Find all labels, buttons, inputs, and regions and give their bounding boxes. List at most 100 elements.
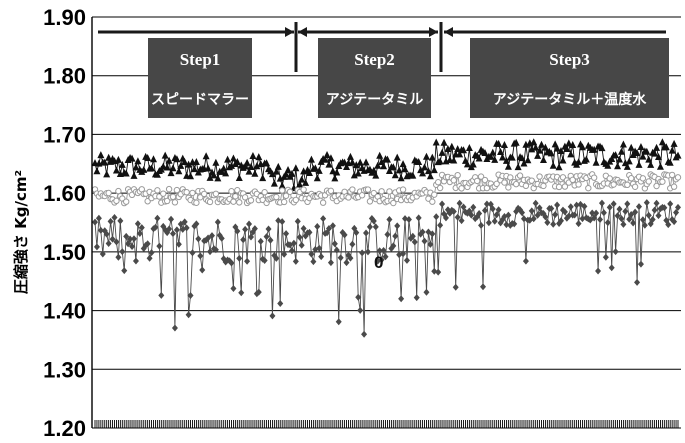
circle-point bbox=[522, 182, 530, 190]
diamond-point bbox=[626, 215, 633, 223]
diamond-point bbox=[439, 200, 446, 208]
triangle-point bbox=[243, 158, 251, 166]
circle-point bbox=[228, 188, 235, 195]
triangle-point bbox=[569, 140, 577, 148]
diamond-point bbox=[595, 267, 602, 275]
triangle-point bbox=[204, 164, 212, 172]
diamond-point bbox=[273, 254, 280, 262]
diamond-point bbox=[421, 237, 428, 245]
diamond-point bbox=[257, 237, 264, 245]
circle-point bbox=[516, 172, 524, 179]
data-series bbox=[91, 138, 682, 338]
triangle-point bbox=[210, 171, 218, 179]
y-tick-label: 1.80 bbox=[43, 64, 86, 89]
diamond-point bbox=[366, 223, 373, 231]
diamond-point bbox=[396, 251, 403, 259]
circle-point bbox=[241, 194, 249, 201]
circle-point bbox=[590, 174, 598, 181]
circle-point bbox=[481, 176, 489, 184]
circle-point bbox=[247, 197, 255, 204]
triangle-point bbox=[263, 159, 271, 167]
triangle-point bbox=[504, 162, 512, 170]
triangle-point bbox=[619, 140, 627, 148]
circle-point bbox=[113, 197, 120, 205]
triangle-point bbox=[518, 154, 526, 162]
diamond-point bbox=[308, 250, 315, 258]
triangle-point bbox=[553, 144, 561, 152]
diamond-point bbox=[343, 259, 350, 267]
diamond-point bbox=[558, 217, 565, 225]
triangle-point bbox=[161, 151, 169, 159]
diamond-point bbox=[481, 206, 488, 214]
diamond-point bbox=[620, 220, 627, 228]
triangle-point bbox=[497, 148, 505, 156]
diamond-point bbox=[419, 228, 426, 236]
diamond-point bbox=[168, 215, 175, 223]
diamond-point bbox=[415, 214, 422, 222]
diamond-point bbox=[357, 306, 364, 314]
triangle-point bbox=[224, 155, 232, 163]
triangle-point bbox=[148, 164, 156, 172]
triangle-point bbox=[655, 152, 663, 160]
circle-point bbox=[454, 171, 461, 179]
triangle-point bbox=[389, 163, 397, 171]
circle-point bbox=[575, 181, 582, 188]
triangle-point bbox=[169, 164, 177, 172]
triangle-point bbox=[487, 152, 495, 160]
diamond-point bbox=[429, 230, 436, 238]
diamond-point bbox=[614, 212, 621, 220]
diamond-point bbox=[600, 209, 607, 217]
step-boxes: Step1 スピードマラー Step2 アジテータミル Step3 アジテータミル＋温度水 bbox=[148, 38, 669, 118]
diamond-point bbox=[238, 289, 245, 297]
diamond-point bbox=[187, 291, 194, 299]
diamond-point bbox=[442, 214, 449, 222]
diamond-point bbox=[431, 267, 438, 275]
triangle-point bbox=[214, 174, 222, 182]
diamond-point bbox=[382, 253, 389, 261]
diamond-point bbox=[653, 199, 660, 207]
circle-point bbox=[327, 187, 335, 195]
triangle-point bbox=[444, 144, 452, 152]
triangle-point bbox=[270, 179, 278, 187]
circle-point bbox=[212, 190, 220, 198]
triangle-point bbox=[253, 162, 261, 170]
y-tick-label: 1.40 bbox=[43, 299, 86, 324]
triangle-point bbox=[272, 167, 280, 175]
triangle-point bbox=[376, 151, 384, 159]
diamond-point bbox=[251, 225, 258, 233]
triangle-point bbox=[144, 154, 152, 162]
triangle-point bbox=[409, 171, 417, 179]
circle-point bbox=[366, 198, 374, 205]
diamond-point bbox=[511, 220, 518, 228]
diamond-point bbox=[327, 259, 334, 267]
triangle-point bbox=[114, 155, 122, 163]
triangle-point bbox=[153, 170, 161, 178]
triangle-point bbox=[354, 169, 362, 177]
triangle-point bbox=[647, 160, 655, 168]
triangle-point bbox=[604, 161, 612, 169]
diamond-point bbox=[489, 205, 496, 213]
triangle-point bbox=[625, 157, 633, 165]
diamond-point bbox=[491, 217, 498, 225]
triangle-point bbox=[380, 162, 388, 170]
diamond-point bbox=[554, 201, 561, 209]
diamond-point bbox=[146, 254, 153, 262]
diamond-point bbox=[138, 224, 145, 232]
diamond-point bbox=[503, 221, 510, 229]
diamond-point bbox=[115, 253, 122, 261]
circle-point bbox=[674, 174, 682, 181]
triangle-point bbox=[530, 138, 538, 146]
circle-point bbox=[230, 198, 237, 205]
diamond-point bbox=[228, 259, 235, 267]
diamond-point bbox=[361, 330, 368, 338]
circle-point bbox=[160, 190, 167, 197]
y-tick-label: 1.90 bbox=[43, 5, 86, 30]
triangle-point bbox=[559, 156, 567, 164]
diamond-point bbox=[639, 216, 646, 224]
triangle-point bbox=[491, 155, 499, 163]
triangle-point bbox=[333, 168, 341, 176]
y-tick-label: 1.50 bbox=[43, 240, 86, 265]
diamond-point bbox=[606, 203, 613, 211]
triangle-point bbox=[325, 160, 333, 168]
diamond-point bbox=[240, 236, 247, 244]
